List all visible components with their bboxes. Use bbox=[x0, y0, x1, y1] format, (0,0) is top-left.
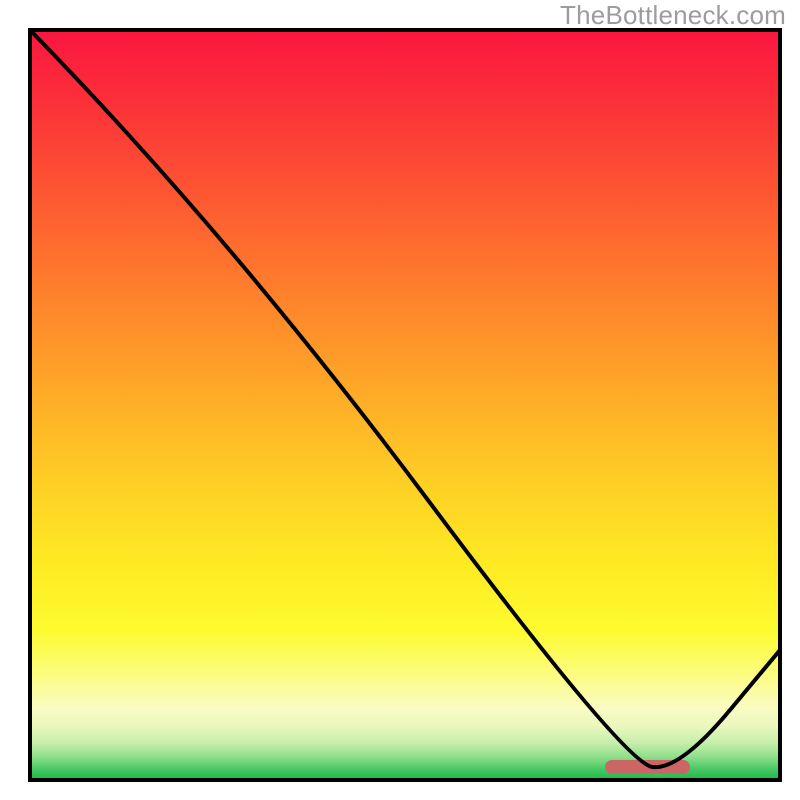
chart-svg bbox=[0, 0, 800, 800]
watermark-text: TheBottleneck.com bbox=[560, 0, 786, 31]
gradient-background bbox=[30, 30, 780, 780]
chart-stage: TheBottleneck.com bbox=[0, 0, 800, 800]
